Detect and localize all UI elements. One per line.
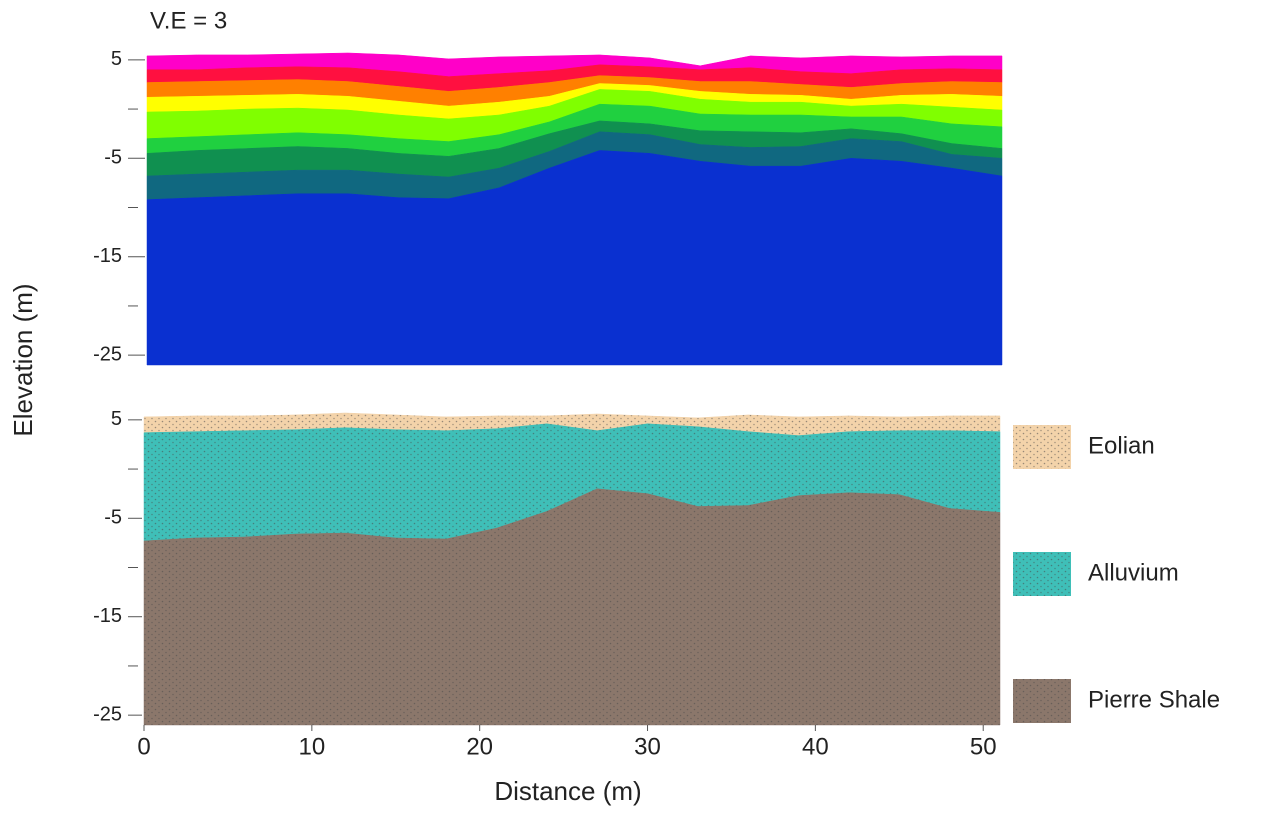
x-tick-label: 10 — [298, 733, 325, 760]
y-tick-label: -5 — [104, 507, 122, 529]
x-tick-label: 0 — [137, 733, 150, 760]
y-tick-label: -5 — [104, 147, 122, 169]
legend-swatch-texture — [1013, 552, 1071, 596]
y-tick-label: -25 — [93, 343, 122, 365]
legend-swatch-texture — [1013, 679, 1071, 723]
legend-label: Pierre Shale — [1088, 686, 1220, 713]
y-tick-label: -25 — [93, 703, 122, 725]
layer — [146, 150, 1003, 366]
y-tick-label: -15 — [93, 605, 122, 627]
y-tick-label: 5 — [111, 408, 122, 430]
layer-texture — [144, 488, 1000, 725]
legend-label: Alluvium — [1088, 559, 1179, 586]
x-axis-label: Distance (m) — [494, 776, 641, 806]
y-tick-label: 5 — [111, 48, 122, 70]
x-tick-label: 50 — [970, 733, 997, 760]
y-axis-label: Elevation (m) — [8, 283, 38, 436]
x-tick-label: 40 — [802, 733, 829, 760]
x-tick-label: 20 — [466, 733, 493, 760]
layer-texture — [144, 423, 1000, 541]
y-tick-label: -15 — [93, 245, 122, 267]
ve-annotation: V.E = 3 — [150, 7, 227, 34]
layer-texture — [144, 412, 1000, 436]
legend-swatch-texture — [1013, 425, 1071, 469]
x-tick-label: 30 — [634, 733, 661, 760]
legend-label: Eolian — [1088, 432, 1155, 459]
